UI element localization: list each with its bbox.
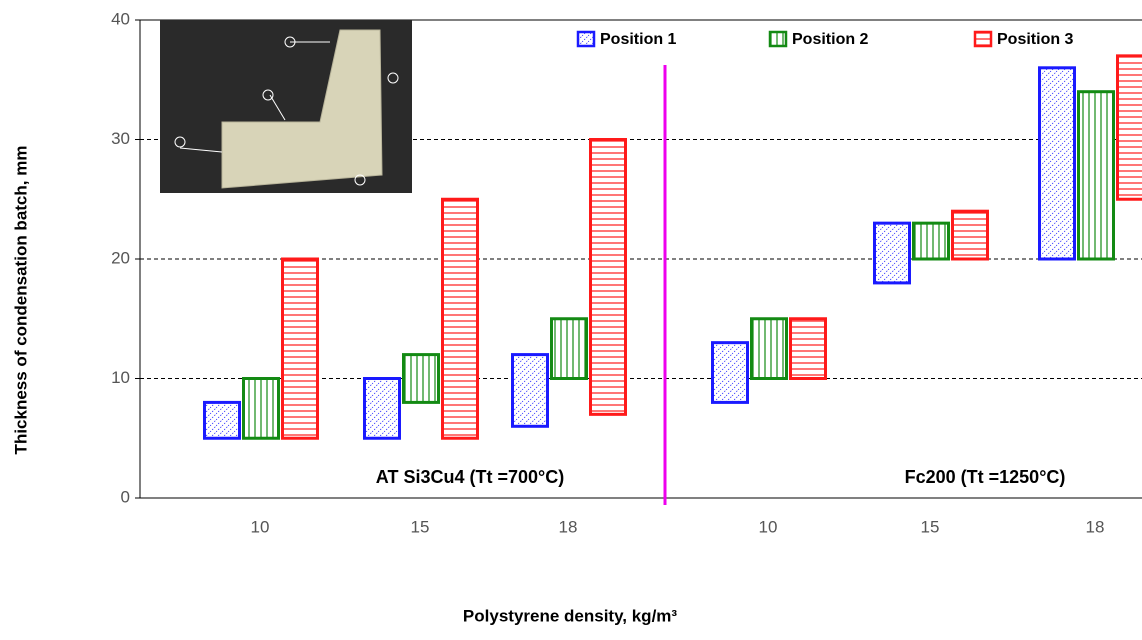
bar	[283, 259, 318, 438]
y-tick-label: 0	[121, 487, 130, 506]
group-label: Fc200 (Tt =1250°C)	[905, 467, 1066, 487]
bar	[791, 319, 826, 379]
legend-label: Position 3	[997, 31, 1074, 48]
bar	[914, 223, 949, 259]
legend-swatch	[770, 32, 786, 46]
group-label: AT Si3Cu4 (Tt =700°C)	[376, 467, 564, 487]
legend-label: Position 1	[600, 31, 677, 48]
legend-swatch	[578, 32, 594, 46]
legend-label: Position 2	[792, 31, 869, 48]
bar	[205, 402, 240, 438]
x-tick-label: 18	[1086, 517, 1105, 536]
bar	[1079, 92, 1114, 259]
bar	[1040, 68, 1075, 259]
bar	[244, 379, 279, 439]
y-axis-label: Thickness of condensation batch, mm	[11, 146, 30, 455]
y-tick-label: 40	[111, 9, 130, 28]
legend-swatch	[975, 32, 991, 46]
photo-inset	[160, 20, 412, 193]
x-tick-label: 18	[559, 517, 578, 536]
y-tick-label: 10	[111, 368, 130, 387]
bar	[1118, 56, 1142, 199]
bar	[953, 211, 988, 259]
bar	[513, 355, 548, 427]
bar	[752, 319, 787, 379]
bar	[365, 379, 400, 439]
y-tick-label: 30	[111, 129, 130, 148]
bar	[552, 319, 587, 379]
x-tick-label: 15	[411, 517, 430, 536]
bar	[591, 140, 626, 415]
y-tick-label: 20	[111, 248, 130, 267]
x-tick-label: 10	[759, 517, 778, 536]
x-tick-label: 15	[921, 517, 940, 536]
bar	[404, 355, 439, 403]
bar	[443, 199, 478, 438]
x-axis-label: Polystyrene density, kg/m³	[463, 606, 677, 625]
bar	[713, 343, 748, 403]
x-tick-label: 10	[251, 517, 270, 536]
bar	[875, 223, 910, 283]
